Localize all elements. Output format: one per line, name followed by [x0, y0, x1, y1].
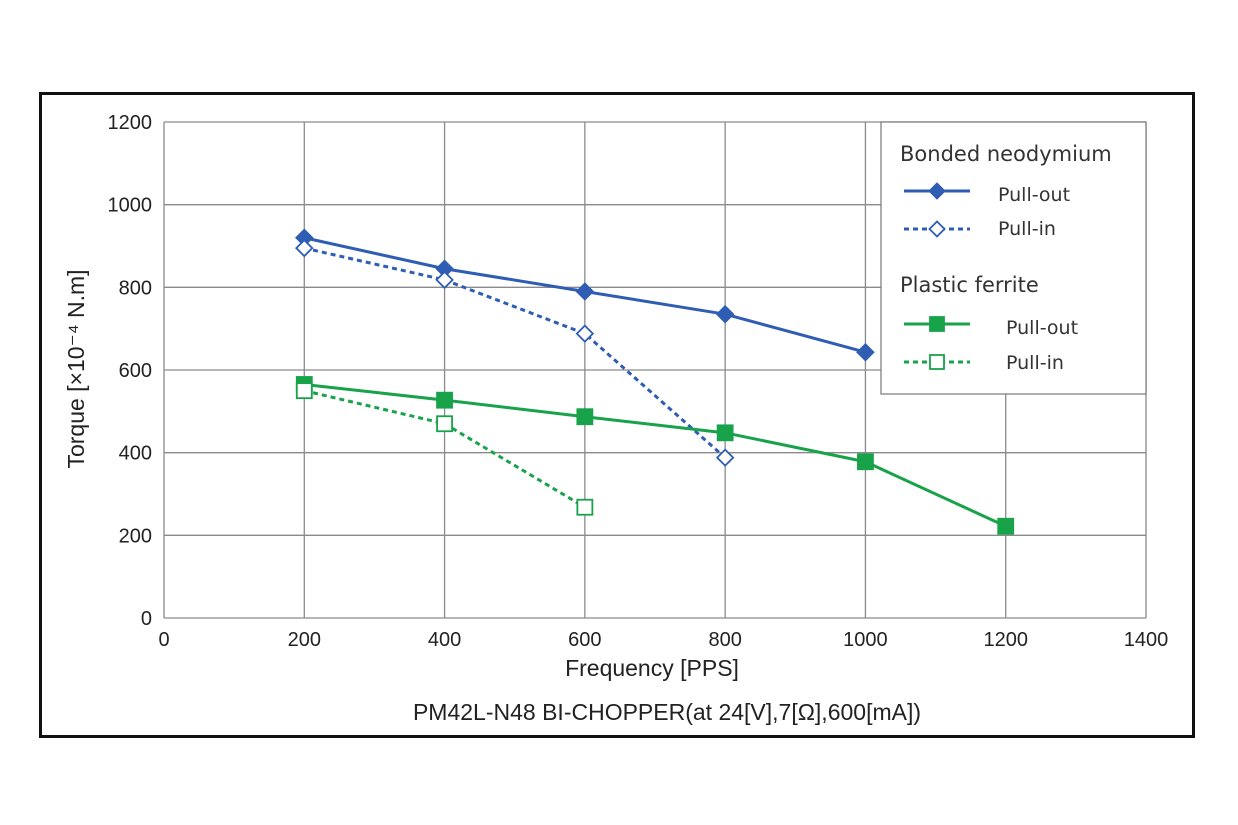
legend-group-title-bonded-neodymium: Bonded neodymium — [900, 142, 1112, 166]
data-point-plastic-pull-out — [997, 517, 1015, 535]
grid-lines — [163, 121, 1147, 619]
legend-entry-ferrite-pull-in — [904, 354, 970, 370]
data-point-bonded-pull-in — [295, 238, 314, 258]
x-tick-label: 1000 — [843, 629, 888, 651]
data-point-plastic-pull-in — [436, 415, 453, 433]
data-point-bonded-pull-out — [575, 282, 595, 301]
data-point-plastic-pull-out — [576, 408, 594, 426]
series-bonded-pull-in — [295, 238, 735, 467]
data-point-bonded-pull-in — [435, 270, 454, 290]
series-line-bonded-pull-in — [303, 246, 727, 459]
x-tick-label: 400 — [428, 629, 461, 651]
legend-label-ferrite-pull-in: Pull-in — [1006, 352, 1064, 374]
chart-caption: PM42L-N48 BI-CHOPPER(at 24[V],7[Ω],600[m… — [413, 699, 921, 725]
data-point-bonded-pull-out — [856, 342, 875, 362]
legend-entry-bonded-pull-in — [904, 220, 970, 238]
data-point-bonded-pull-in — [715, 448, 735, 467]
y-tick-label: 800 — [119, 277, 152, 299]
legend-entry-ferrite-pull-out — [904, 316, 970, 332]
x-axis-ticks: 0 200 400 600 800 1000 1200 1400 — [158, 629, 1168, 651]
data-point-bonded-pull-in — [575, 324, 595, 343]
data-point-plastic-pull-in — [295, 382, 313, 400]
series-plastic-pull-out — [295, 376, 1015, 535]
x-axis-title: Frequency [PPS] — [565, 655, 739, 681]
y-axis-ticks: 0 200 400 600 800 1000 1200 — [108, 112, 153, 630]
series-bonded-pull-out — [295, 228, 875, 362]
legend-entry-bonded-pull-out — [904, 182, 970, 200]
data-point-plastic-pull-in — [576, 498, 594, 516]
y-tick-label: 200 — [119, 525, 152, 547]
y-tick-label: 400 — [119, 443, 152, 465]
data-point-plastic-pull-out — [436, 391, 453, 409]
x-tick-label: 600 — [568, 629, 601, 651]
data-point-bonded-pull-out — [715, 304, 735, 324]
legend-box — [880, 121, 1147, 395]
y-tick-label: 1000 — [108, 195, 153, 217]
legend-label-bonded-pull-in: Pull-in — [998, 218, 1056, 240]
x-tick-label: 1200 — [983, 629, 1028, 651]
legend-marker-bonded-pull-out — [928, 182, 946, 200]
series-plastic-pull-in — [295, 382, 594, 516]
data-point-plastic-pull-out — [716, 424, 734, 442]
data-point-plastic-pull-out — [857, 453, 874, 471]
y-tick-label: 600 — [119, 360, 152, 382]
series-layer — [295, 228, 1015, 535]
legend-label-ferrite-pull-out: Pull-out — [1006, 317, 1078, 339]
legend-label-bonded-pull-out: Pull-out — [998, 184, 1070, 206]
x-tick-label: 1400 — [1124, 629, 1169, 651]
legend-marker-plastic-pull-out — [929, 316, 945, 332]
legend-group-title-plastic-ferrite: Plastic ferrite — [900, 273, 1039, 297]
legend: Bonded neodymium Pull-out Pull-in Plasti… — [880, 121, 1147, 395]
series-line-plastic-pull-out — [304, 382, 1007, 528]
x-tick-label: 0 — [158, 629, 169, 651]
legend-marker-plastic-pull-in — [929, 354, 945, 370]
x-tick-label: 800 — [708, 629, 741, 651]
legend-marker-bonded-pull-in — [928, 220, 946, 238]
y-tick-label: 1200 — [108, 112, 153, 134]
x-tick-label: 200 — [288, 629, 321, 651]
y-axis-title: Torque [×10⁻⁴ N.m] — [63, 269, 89, 468]
y-tick-label: 0 — [141, 608, 152, 630]
